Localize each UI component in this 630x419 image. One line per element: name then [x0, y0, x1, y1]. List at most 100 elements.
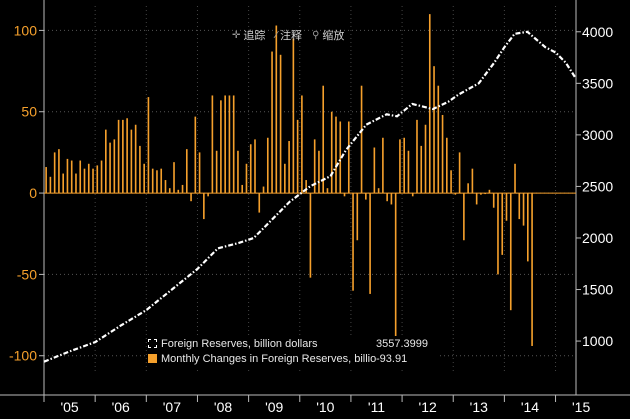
bar: [181, 184, 184, 194]
x-tick-label: '10: [316, 399, 334, 415]
bar: [416, 119, 418, 194]
bar: [143, 163, 145, 194]
bar: [228, 95, 231, 194]
bar: [322, 85, 325, 194]
bar: [339, 121, 342, 194]
bar: [411, 193, 414, 197]
bar: [428, 14, 431, 194]
bar: [365, 193, 367, 200]
legend-swatch-monthly-changes: [148, 354, 157, 363]
legend-item-foreign-reserves: Foreign Reserves, billion dollars 3557.3…: [148, 336, 438, 351]
bar: [296, 119, 299, 194]
bar: [309, 193, 312, 278]
bar: [352, 193, 354, 291]
bar: [151, 168, 154, 194]
bar: [492, 193, 495, 208]
bar: [424, 124, 427, 194]
bar: [373, 147, 376, 194]
bar: [488, 189, 491, 194]
bar: [356, 193, 359, 241]
bar: [531, 193, 533, 346]
bar: [168, 188, 171, 194]
bar: [437, 85, 440, 194]
bar: [262, 186, 265, 194]
bar: [134, 124, 137, 194]
right-tick-label: 2000: [582, 230, 613, 246]
bar: [237, 150, 239, 194]
bar: [147, 97, 150, 194]
toolbar-label: 追踪: [243, 29, 266, 42]
bar: [360, 85, 363, 194]
bar: [275, 25, 278, 194]
bar: [382, 137, 384, 194]
bar: [420, 145, 423, 194]
legend-item-monthly-changes: Monthly Changes in Foreign Reserves, bil…: [148, 351, 438, 366]
bar: [104, 129, 107, 194]
bar: [245, 163, 248, 194]
x-tick-label: '12: [419, 399, 437, 415]
right-tick-label: 3500: [582, 75, 613, 91]
bar: [87, 163, 90, 194]
bar: [509, 193, 512, 311]
bar: [241, 184, 244, 194]
bar: [266, 137, 269, 194]
bar: [173, 162, 175, 194]
bar: [164, 180, 167, 194]
bar: [224, 95, 226, 194]
bar: [403, 137, 406, 194]
pencil-icon: ⁄: [275, 29, 278, 41]
bar: [258, 193, 261, 213]
x-tick-label: '09: [265, 399, 283, 415]
x-tick-label: '13: [470, 399, 488, 415]
bar: [215, 150, 218, 194]
bar: [49, 176, 52, 194]
legend-value-monthly-changes: -93.91: [376, 352, 408, 365]
bar: [113, 139, 116, 194]
bar: [249, 144, 252, 194]
x-tick-label: '15: [572, 399, 590, 415]
x-tick-label: '05: [60, 399, 78, 415]
toolbar-item-pencil[interactable]: ⁄ 注释: [275, 27, 302, 43]
bar: [232, 95, 235, 194]
bar: [100, 160, 103, 194]
x-tick-label: '08: [214, 399, 232, 415]
bar: [220, 100, 222, 194]
bar: [390, 193, 393, 205]
right-tick-label: 2500: [582, 178, 613, 194]
bar: [45, 167, 47, 194]
bar: [386, 193, 388, 202]
bar: [284, 163, 286, 194]
bar: [330, 111, 333, 194]
bar: [271, 51, 273, 194]
toolbar-item-crosshair[interactable]: ✛ 追踪: [232, 27, 265, 43]
bar: [454, 193, 457, 195]
legend-value-foreign-reserves: 3557.3999: [376, 337, 428, 350]
bar: [475, 193, 478, 205]
bar: [467, 183, 469, 194]
legend-label-monthly-changes: Monthly Changes in Foreign Reserves, bil…: [161, 352, 376, 365]
bar: [203, 193, 205, 220]
right-tick-label: 4000: [582, 24, 613, 40]
bar: [335, 116, 337, 194]
bar: [305, 180, 307, 194]
left-tick-label: 50: [21, 104, 37, 120]
bar: [407, 150, 410, 194]
bar: [190, 193, 192, 202]
bar: [83, 168, 86, 194]
bar: [130, 129, 133, 194]
toolbar-item-magnifier[interactable]: ⚲ 缩放: [312, 27, 344, 43]
bar: [522, 193, 525, 226]
bar: [177, 189, 180, 194]
bar: [433, 66, 435, 194]
bar: [75, 173, 77, 194]
bar: [377, 188, 380, 194]
bar: [198, 152, 201, 194]
bar: [318, 150, 320, 194]
bar: [139, 145, 141, 194]
bar: [109, 142, 111, 194]
bar: [96, 165, 99, 194]
bar: [254, 139, 256, 194]
bar: [53, 152, 56, 194]
right-tick-label: 1500: [582, 282, 613, 298]
